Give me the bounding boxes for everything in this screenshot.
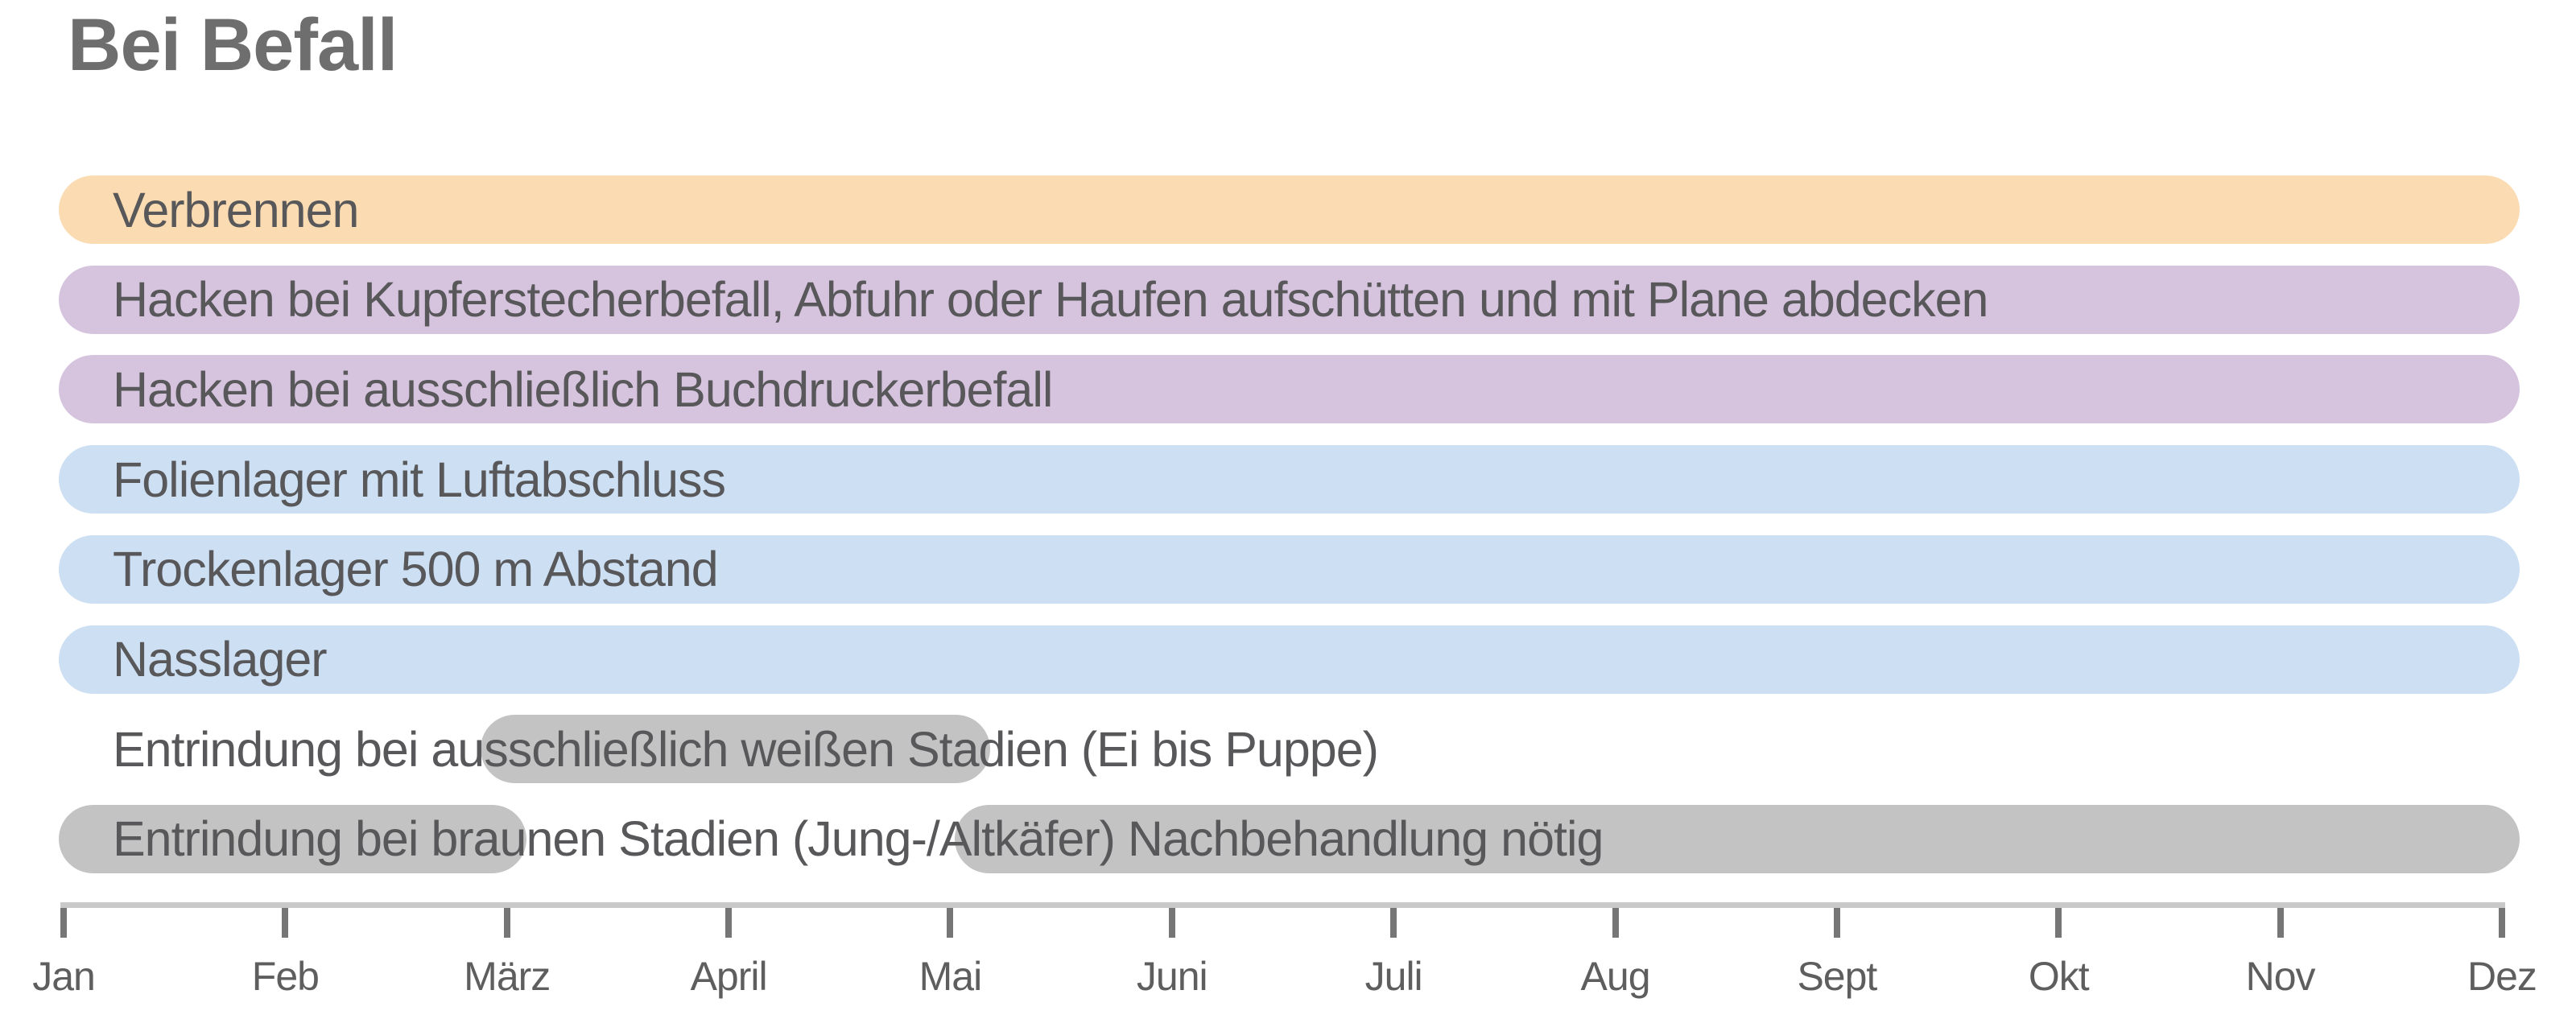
axis-tick xyxy=(1168,908,1175,938)
timeline-row-label: Hacken bei ausschließlich Buchdruckerbef… xyxy=(113,361,1053,417)
page-title: Bei Befall xyxy=(68,4,398,86)
axis-month-label: Sept xyxy=(1797,954,1877,999)
axis-tick xyxy=(1390,908,1397,938)
timeline-bar-segment xyxy=(954,804,2520,873)
timeline-row-label: Nasslager xyxy=(113,632,328,687)
axis-tick xyxy=(60,908,67,938)
axis-month-label: Juli xyxy=(1364,954,1423,999)
timeline-row: Hacken bei ausschließlich Buchdruckerbef… xyxy=(0,355,2576,424)
axis-tick xyxy=(2277,908,2284,938)
timeline-row: Folienlager mit Luftabschluss xyxy=(0,445,2576,514)
axis-tick xyxy=(2055,908,2062,938)
axis-month-label: Juni xyxy=(1136,954,1208,999)
timeline-row: Verbrennen xyxy=(0,175,2576,244)
timeline-row: Hacken bei Kupferstecherbefall, Abfuhr o… xyxy=(0,265,2576,334)
timeline-bar-segment xyxy=(59,355,2520,424)
axis-tick xyxy=(1612,908,1619,938)
timeline-bar-segment xyxy=(59,175,2520,244)
axis-tick xyxy=(1833,908,1840,938)
timeline-row: Trockenlager 500 m Abstand xyxy=(0,534,2576,604)
axis-tick xyxy=(947,908,954,938)
axis-month-label: Jan xyxy=(32,954,96,999)
timeline-row: Entrindung bei braunen Stadien (Jung-/Al… xyxy=(0,804,2576,873)
timeline-bar-segment xyxy=(59,625,2520,694)
timeline-row-label: Verbrennen xyxy=(113,182,359,237)
axis-month-label: Feb xyxy=(251,954,320,999)
timeline-bar-segment xyxy=(480,715,990,784)
axis-tick xyxy=(503,908,510,938)
timeline-bar-segment xyxy=(59,445,2520,514)
axis-tick xyxy=(2498,908,2505,938)
timeline-bar-segment xyxy=(59,534,2520,604)
x-axis-line xyxy=(60,902,2505,908)
axis-month-label: April xyxy=(690,954,768,999)
timeline-bar-segment xyxy=(59,265,2520,334)
timeline-row: Nasslager xyxy=(0,625,2576,694)
timeline-row-label: Folienlager mit Luftabschluss xyxy=(113,452,726,507)
axis-tick xyxy=(282,908,289,938)
axis-month-label: März xyxy=(464,954,551,999)
timeline-row-label: Hacken bei Kupferstecherbefall, Abfuhr o… xyxy=(113,272,1988,328)
axis-month-label: Okt xyxy=(2028,954,2090,999)
timeline-row-label: Trockenlager 500 m Abstand xyxy=(113,542,719,597)
axis-month-label: Dez xyxy=(2467,954,2537,999)
timeline-bar-segment xyxy=(59,804,527,873)
axis-month-label: Aug xyxy=(1580,954,1651,999)
axis-month-label: Nov xyxy=(2245,954,2316,999)
timeline-row-label: Entrindung bei ausschließlich weißen Sta… xyxy=(113,721,1379,777)
axis-month-label: Mai xyxy=(919,954,983,999)
axis-tick xyxy=(725,908,733,938)
timeline-row-label: Entrindung bei braunen Stadien (Jung-/Al… xyxy=(113,811,1604,867)
timeline-row: Entrindung bei ausschließlich weißen Sta… xyxy=(0,715,2576,784)
